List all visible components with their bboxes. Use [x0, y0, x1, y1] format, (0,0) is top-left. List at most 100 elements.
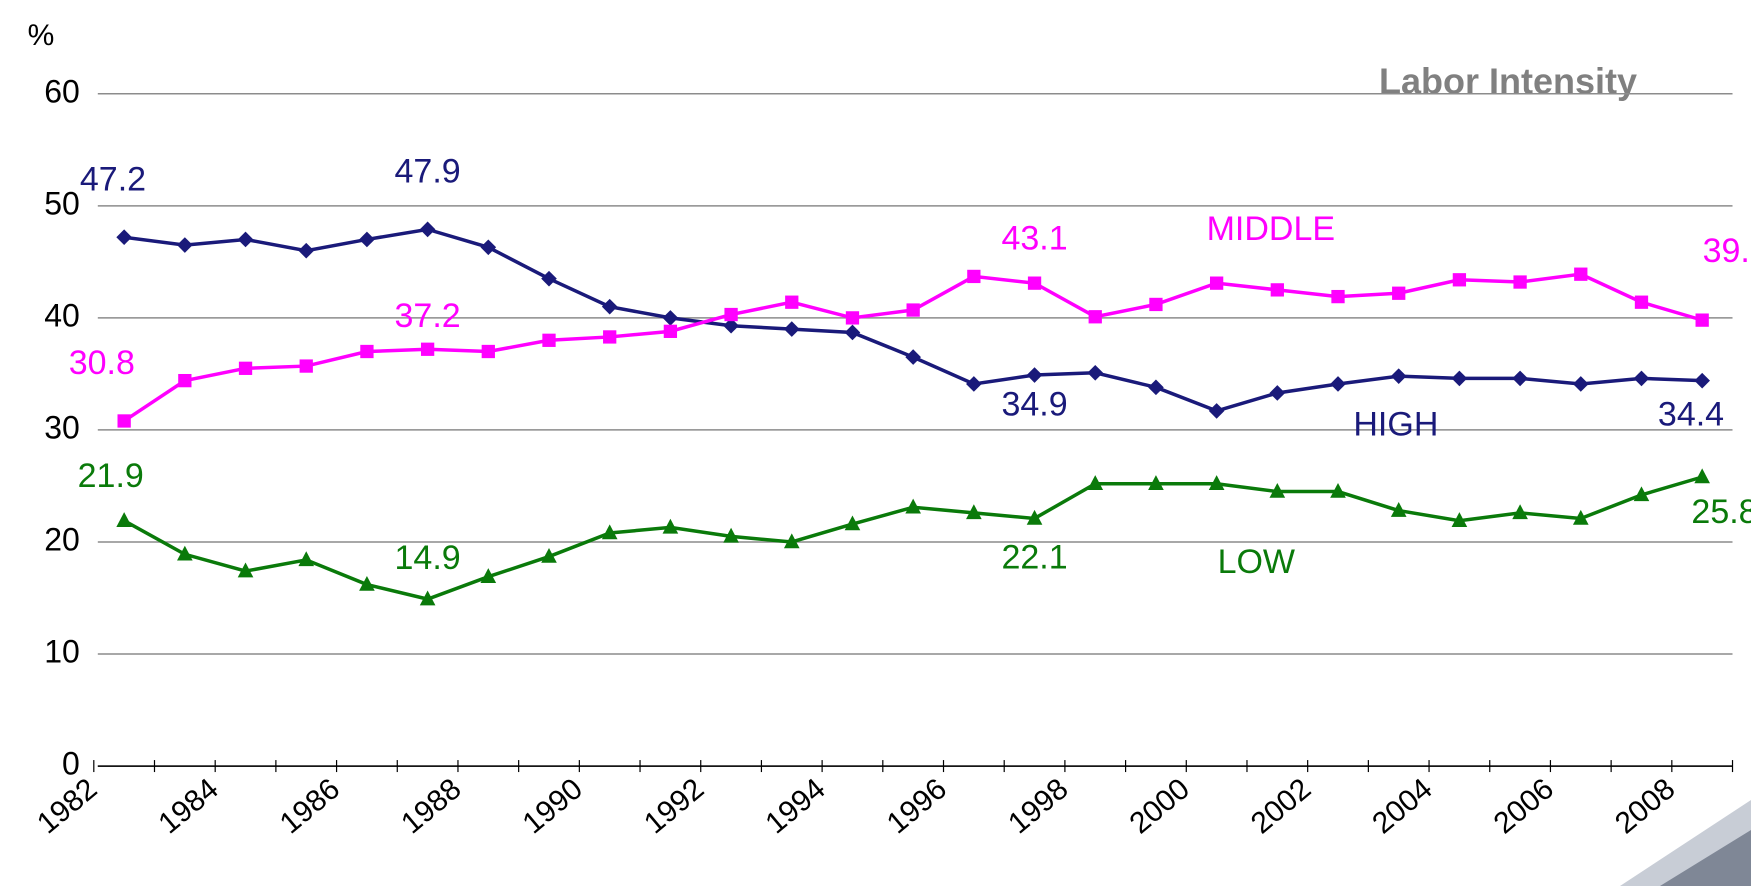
point	[420, 342, 435, 356]
point	[601, 298, 618, 315]
point	[1208, 403, 1225, 419]
series-line	[123, 475, 1703, 601]
corner-decoration	[1660, 830, 1751, 886]
point	[419, 590, 436, 606]
point	[966, 376, 982, 392]
point	[1451, 512, 1468, 527]
point	[723, 317, 739, 334]
point	[541, 547, 557, 563]
point	[542, 333, 556, 347]
x-tick-label: 2000	[1124, 772, 1196, 840]
point	[662, 310, 679, 326]
y-tick-label: 40	[44, 297, 80, 333]
point	[845, 311, 860, 325]
point	[603, 330, 617, 344]
point	[905, 349, 921, 365]
point	[1572, 376, 1589, 392]
point	[1694, 468, 1710, 484]
x-tick-label: 2002	[1245, 772, 1317, 840]
point	[480, 568, 497, 583]
point	[298, 551, 315, 567]
point	[1149, 297, 1163, 312]
point	[663, 324, 678, 338]
point	[419, 221, 436, 238]
point	[844, 324, 861, 341]
data-label: 39.8	[1703, 232, 1751, 270]
point	[1513, 275, 1527, 289]
point	[177, 237, 193, 253]
point	[1026, 367, 1043, 383]
point	[1331, 289, 1345, 304]
point	[1330, 376, 1346, 392]
point	[117, 414, 131, 428]
point	[844, 515, 861, 531]
x-tick-label: 1992	[638, 772, 710, 840]
point	[967, 269, 981, 284]
point	[966, 504, 982, 520]
point	[238, 361, 253, 375]
data-label: 37.2	[395, 297, 461, 335]
x-tick-label: 1986	[274, 772, 346, 840]
y-tick-label: 50	[44, 185, 80, 221]
data-label: 22.1	[1001, 539, 1067, 577]
point	[1269, 385, 1286, 401]
point	[1512, 370, 1528, 387]
point	[1088, 310, 1102, 324]
point	[1633, 486, 1650, 502]
point	[1208, 475, 1225, 490]
point	[723, 527, 739, 543]
data-label: 43.1	[1001, 220, 1067, 258]
data-label: 34.4	[1658, 395, 1724, 433]
point	[1087, 364, 1104, 381]
point	[359, 231, 375, 248]
point	[360, 344, 374, 359]
y-tick-label: 0	[62, 746, 80, 782]
point	[359, 575, 375, 591]
point	[1574, 267, 1588, 281]
point	[906, 303, 920, 317]
x-tick-label: 2008	[1609, 772, 1681, 840]
x-tick-label: 1990	[517, 772, 589, 840]
y-tick-label: 20	[44, 521, 80, 557]
y-tick-label: 30	[44, 409, 80, 445]
point	[1392, 286, 1406, 300]
point	[785, 295, 799, 309]
point	[1390, 368, 1407, 384]
point	[662, 518, 679, 534]
point	[1269, 482, 1286, 498]
point	[1451, 370, 1468, 387]
point	[601, 524, 618, 540]
x-tick-label: 1988	[395, 772, 467, 840]
series-line	[123, 227, 1703, 413]
x-tick-label: 2004	[1366, 772, 1438, 840]
x-tick-label: 1984	[152, 772, 224, 840]
point	[1148, 475, 1164, 490]
data-label: 47.9	[395, 153, 461, 191]
point	[724, 307, 738, 322]
x-tick-label: 1996	[881, 772, 953, 840]
point	[1148, 379, 1164, 396]
y-axis-label: %	[28, 19, 55, 52]
point	[783, 321, 800, 337]
point	[480, 239, 497, 256]
point	[1026, 509, 1043, 525]
point	[177, 545, 193, 561]
x-tick-label: 2006	[1488, 772, 1560, 840]
point	[237, 231, 254, 248]
point	[481, 344, 495, 359]
point	[116, 229, 132, 246]
point	[1694, 372, 1710, 389]
x-tick-label: 1994	[759, 772, 831, 840]
point	[905, 498, 921, 514]
point	[783, 533, 800, 549]
point	[1087, 475, 1104, 490]
point	[1390, 502, 1407, 517]
point	[298, 242, 315, 259]
point	[1452, 273, 1467, 287]
x-tick-label: 1998	[1002, 772, 1074, 840]
series-label: LOW	[1218, 543, 1295, 581]
data-label: 25.8	[1691, 493, 1751, 531]
point	[1695, 313, 1709, 327]
point	[178, 373, 192, 388]
